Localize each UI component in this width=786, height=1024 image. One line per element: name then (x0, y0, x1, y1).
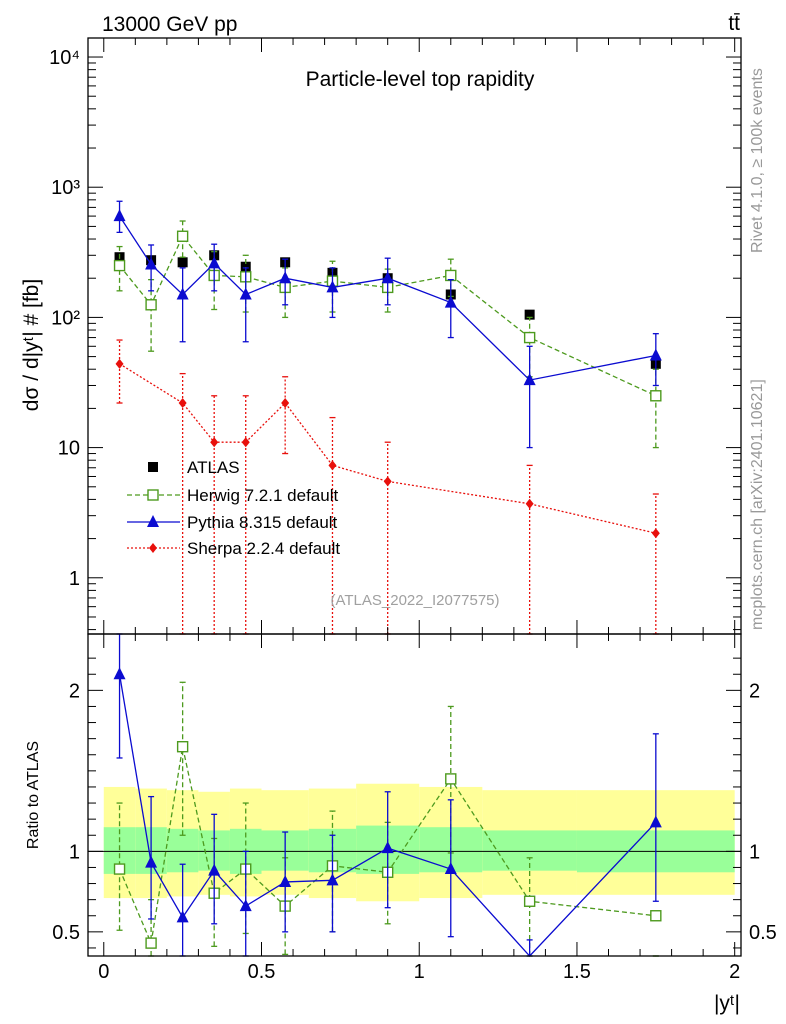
x-axis-ticks: 0 0.5 1 1.5 2 (98, 38, 740, 983)
sherpa-point (328, 460, 337, 471)
x-tick-label: 0 (98, 961, 109, 983)
legend: ATLAS Herwig 7.2.1 default Pythia 8.315 de… (127, 458, 340, 558)
pythia-point (113, 667, 126, 680)
herwig-series (113, 220, 662, 449)
herwig-point (113, 863, 126, 875)
x-axis-label: |yᵗ| (714, 992, 740, 1015)
herwig-point (523, 331, 536, 344)
herwig-point (113, 259, 126, 272)
main-panel: 1 10 10² 10³ 10⁴ Particle-level top rapidity… (20, 37, 742, 635)
analysis-watermark: (ATLAS_2022_I2077575) (330, 592, 499, 609)
y-tick-label: 10⁴ (49, 47, 80, 69)
herwig-point (145, 937, 157, 949)
atlas-point (240, 261, 251, 272)
pythia-point (239, 287, 252, 300)
mcplots-label: mcplots.cern.ch [arXiv:2401.10621] (749, 379, 766, 630)
legend-sherpa-marker (149, 543, 157, 553)
pythia-point (145, 257, 158, 270)
pythia-point (279, 874, 292, 887)
herwig-point (445, 269, 457, 282)
x-tick-label: 1 (414, 961, 425, 983)
ratio-y-tick-label-right: 2 (749, 680, 760, 702)
process-label: tt̄ (728, 12, 740, 35)
main-frame (87, 37, 742, 635)
chart-title: Particle-level top rapidity (306, 68, 535, 91)
sherpa-point (115, 358, 124, 369)
ratio-frame (87, 633, 742, 957)
ratio-y-tick-label: 1 (69, 841, 80, 863)
sherpa-point (281, 398, 290, 409)
pythia-point (176, 287, 189, 300)
ratio-y-axis-label: Ratio to ATLAS (25, 741, 42, 849)
pythia-point (649, 815, 662, 828)
pythia-point (326, 280, 339, 293)
pythia-series (113, 200, 662, 449)
pythia-point (279, 271, 292, 284)
pythia-point (145, 855, 158, 868)
sherpa-point (525, 498, 534, 509)
herwig-point (445, 773, 457, 785)
x-tick-label: 2 (729, 961, 740, 983)
pythia-series (113, 633, 662, 957)
atlas-point (524, 309, 535, 320)
sherpa-point (210, 437, 219, 448)
pythia-point (326, 873, 339, 886)
y-tick-label: 1 (69, 568, 80, 590)
legend-herwig-label: Herwig 7.2.1 default (187, 486, 338, 505)
atlas-point (177, 257, 188, 268)
sherpa-point (178, 398, 187, 409)
pythia-point (649, 348, 662, 361)
pythia-point (113, 209, 126, 222)
pythia-point (176, 910, 189, 923)
ratio-y-tick-label: 0.5 (52, 922, 80, 944)
energy-label: 13000 GeV pp (102, 13, 237, 36)
ratio-y-ticks: 0.5 0.5 1 1 2 2 (52, 657, 777, 949)
x-tick-label: 0.5 (248, 961, 276, 983)
sherpa-point (241, 437, 250, 448)
rivet-version-label: Rivet 4.1.0, ≥ 100k events (749, 68, 766, 253)
main-marks (113, 200, 662, 635)
pythia-point (444, 862, 457, 875)
y-tick-label: 10³ (51, 177, 80, 199)
pythia-point (381, 841, 394, 854)
legend-pythia-label: Pythia 8.315 default (187, 513, 338, 532)
herwig-point (176, 741, 189, 753)
pythia-point (239, 899, 252, 912)
pythia-point (523, 373, 536, 386)
x-tick-label: 1.5 (563, 961, 591, 983)
herwig-point (145, 299, 157, 311)
pythia-point (208, 863, 221, 876)
herwig-point (523, 895, 536, 907)
y-tick-label: 10² (51, 307, 80, 329)
ratio-y-tick-label: 2 (69, 680, 80, 702)
y-tick-label: 10 (58, 438, 80, 460)
ratio-y-tick-label-right: 0.5 (749, 922, 777, 944)
sherpa-point (651, 528, 660, 539)
pythia-point (444, 295, 457, 308)
main-y-axis-label: dσ / d|yᵗ| # [fb] (20, 279, 43, 411)
pythia-point (208, 256, 221, 269)
legend-pythia-marker (147, 515, 159, 527)
ratio-panel: 0.5 0.5 1 1 2 2 0 0.5 1 1.5 2 Ratio to ATLAS |yᵗ| (25, 38, 777, 1015)
herwig-point (650, 910, 662, 922)
legend-atlas-label: ATLAS (187, 458, 240, 477)
legend-herwig-marker (147, 489, 159, 501)
legend-sherpa-label: Sherpa 2.2.4 default (187, 539, 340, 558)
herwig-point (650, 390, 662, 402)
pythia-point (381, 271, 394, 284)
ratio-uncertainty-bands (103, 783, 735, 902)
ratio-y-tick-label-right: 1 (749, 841, 760, 863)
herwig-point (176, 230, 189, 242)
main-y-ticks: 1 10 10² 10³ 10⁴ (49, 47, 741, 631)
sherpa-point (383, 476, 392, 487)
legend-atlas-marker (148, 462, 158, 472)
